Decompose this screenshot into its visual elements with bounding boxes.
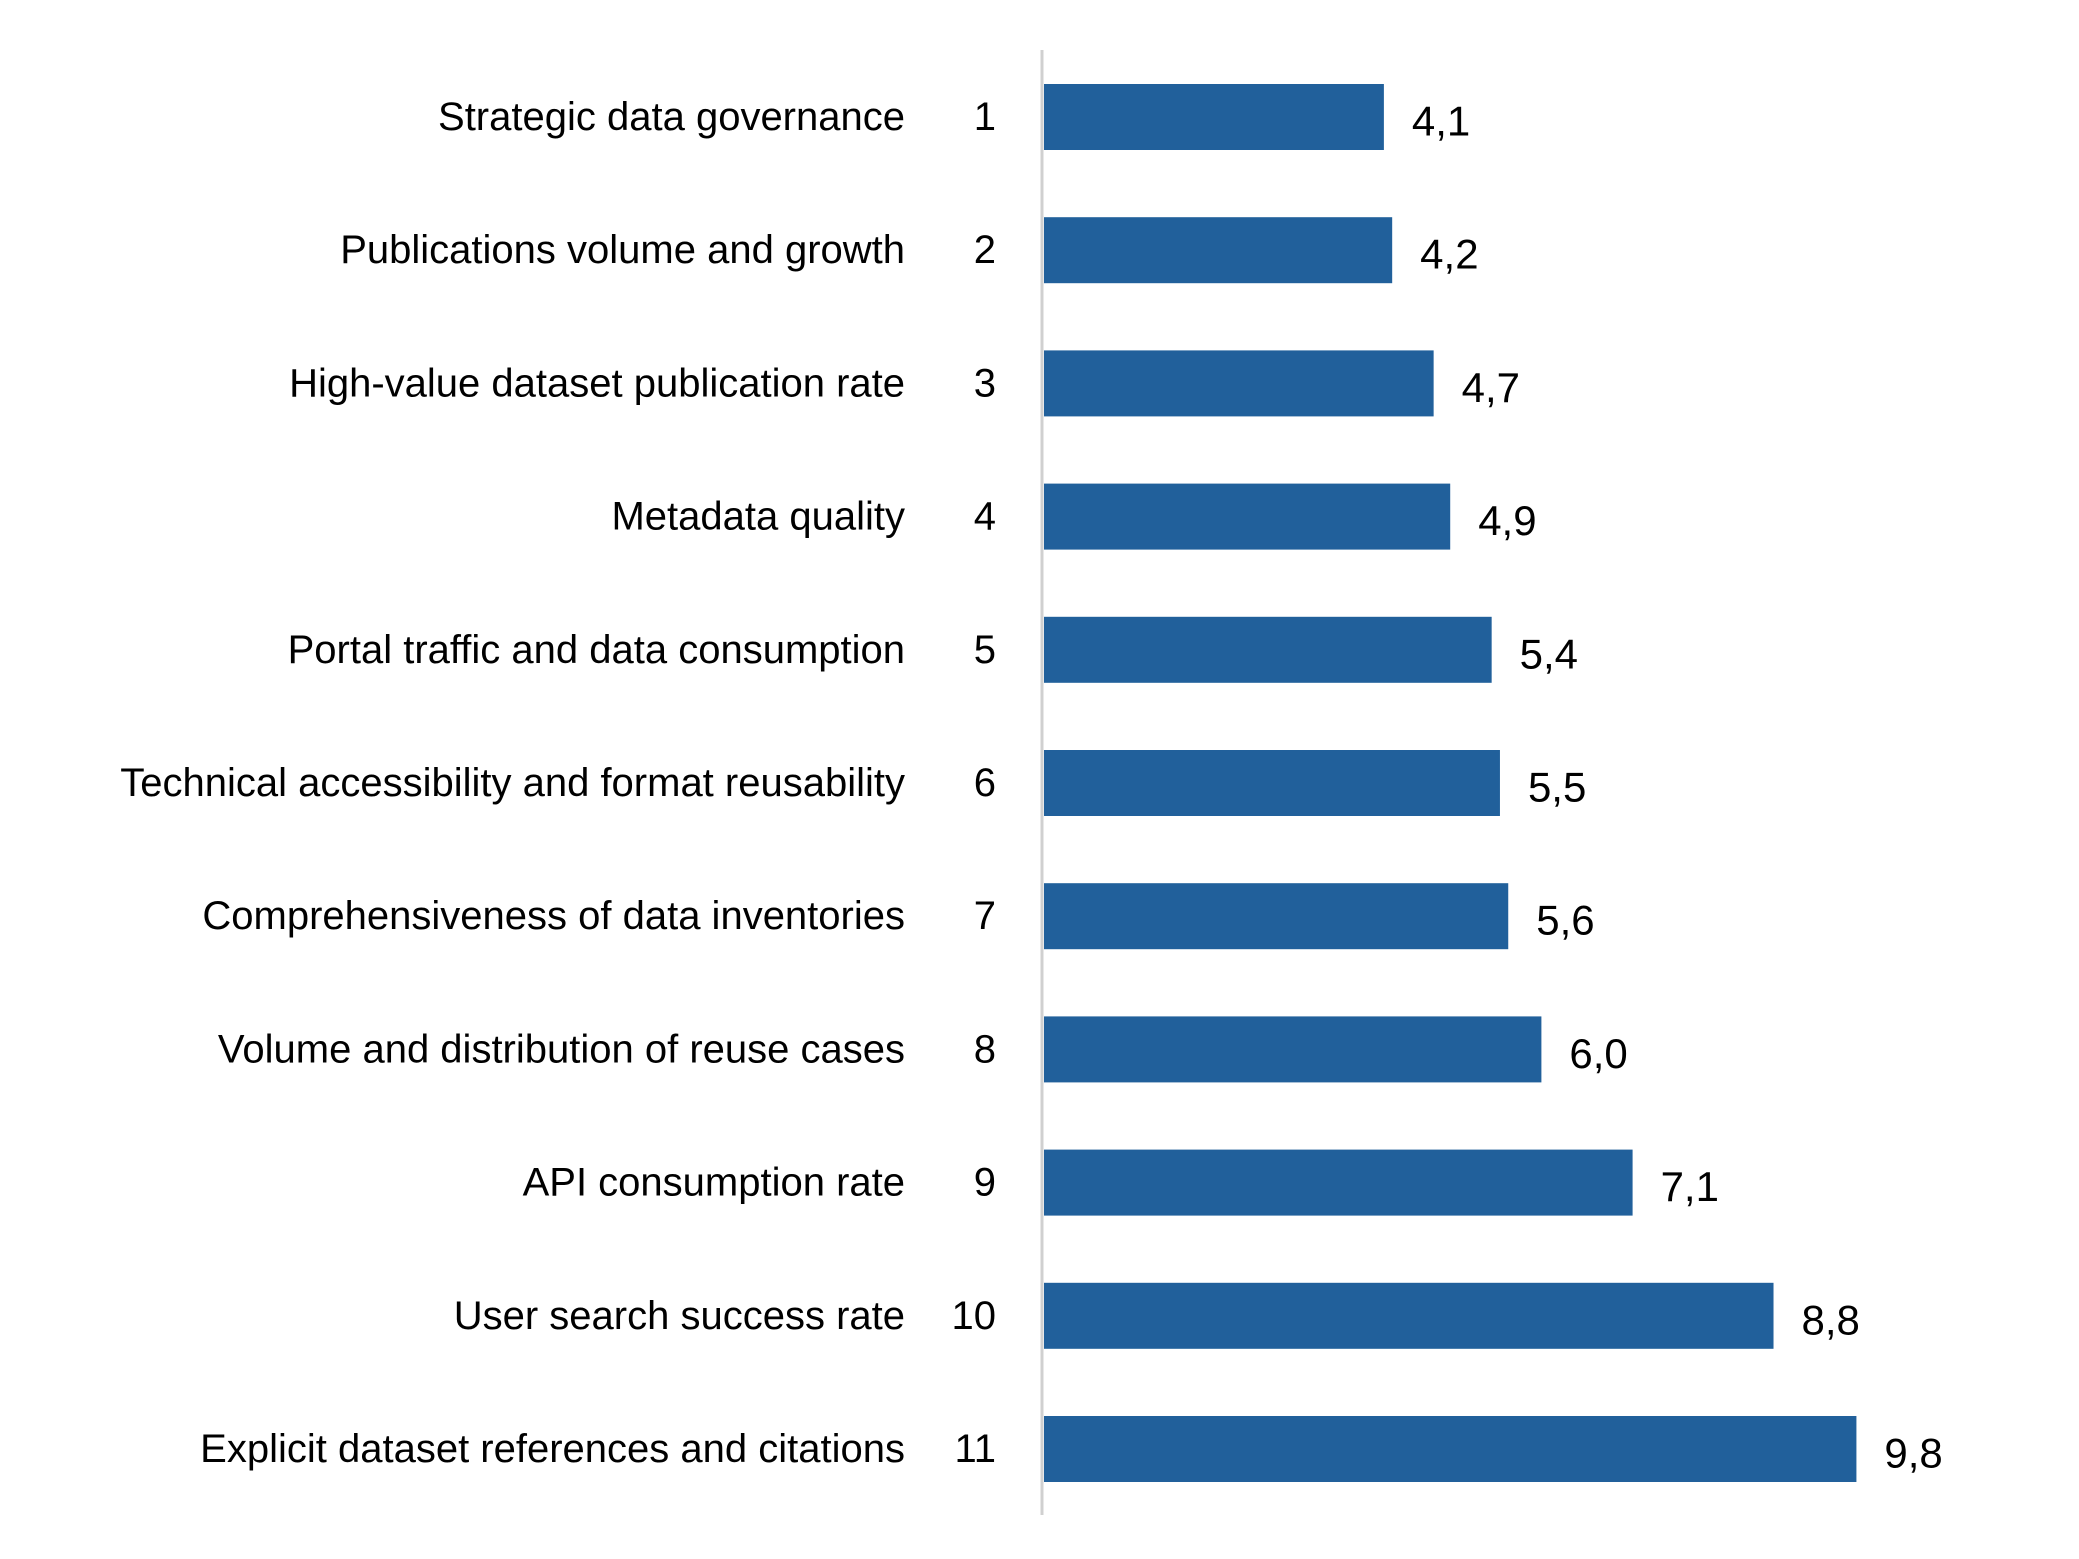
data-label: 7,1 xyxy=(1661,1163,1719,1210)
data-label: 5,4 xyxy=(1520,630,1578,677)
rank-label: 7 xyxy=(974,894,996,938)
rank-label: 2 xyxy=(974,228,996,272)
data-label: 4,2 xyxy=(1420,231,1478,278)
bar xyxy=(1044,1016,1542,1083)
category-label: Volume and distribution of reuse cases xyxy=(218,1027,905,1071)
rank-label: 5 xyxy=(974,628,996,672)
data-label: 5,6 xyxy=(1536,897,1594,944)
bar xyxy=(1044,350,1434,417)
category-label: High-value dataset publication rate xyxy=(289,361,905,405)
data-label: 4,7 xyxy=(1462,364,1520,411)
bar xyxy=(1044,1149,1633,1216)
value-labels: 4,1 4,2 4,7 4,9 5,4 5,5 5,6 6,0 7,1 8,8 9,8 xyxy=(1412,98,1943,1477)
rank-label: 10 xyxy=(952,1294,997,1338)
category-label: Explicit dataset references and citation… xyxy=(200,1427,905,1471)
bar xyxy=(1044,616,1492,683)
bar xyxy=(1044,483,1451,550)
rank-label: 11 xyxy=(954,1427,996,1471)
rank-label: 9 xyxy=(974,1161,996,1205)
category-label: Portal traffic and data consumption xyxy=(288,628,905,672)
category-labels: Strategic data governance Publications vo… xyxy=(120,95,905,1471)
data-label: 4,9 xyxy=(1478,497,1536,544)
rank-labels: 1 2 3 4 5 6 7 8 9 10 11 xyxy=(952,95,997,1471)
category-label: Strategic data governance xyxy=(438,95,905,139)
category-label: Metadata quality xyxy=(611,495,905,539)
category-label: Technical accessibility and format reusa… xyxy=(120,761,905,805)
bars xyxy=(1044,84,1857,1482)
data-label: 8,8 xyxy=(1802,1296,1860,1343)
bar xyxy=(1044,883,1509,950)
data-label: 9,8 xyxy=(1884,1430,1942,1477)
bar xyxy=(1044,1282,1774,1349)
data-label: 4,1 xyxy=(1412,98,1470,145)
data-label: 5,5 xyxy=(1528,764,1586,811)
category-label: Comprehensiveness of data inventories xyxy=(202,894,905,938)
category-label: Publications volume and growth xyxy=(340,228,905,272)
bar xyxy=(1044,1416,1857,1482)
rank-label: 6 xyxy=(974,761,996,805)
category-label: User search success rate xyxy=(454,1294,905,1338)
category-label: API consumption rate xyxy=(523,1161,905,1205)
bar xyxy=(1044,217,1393,284)
data-label: 6,0 xyxy=(1569,1030,1627,1077)
rank-label: 8 xyxy=(974,1027,996,1071)
rank-label: 3 xyxy=(974,361,996,405)
rank-label: 1 xyxy=(974,95,996,139)
rank-label: 4 xyxy=(974,495,996,539)
bar xyxy=(1044,750,1500,816)
bar xyxy=(1044,84,1384,150)
